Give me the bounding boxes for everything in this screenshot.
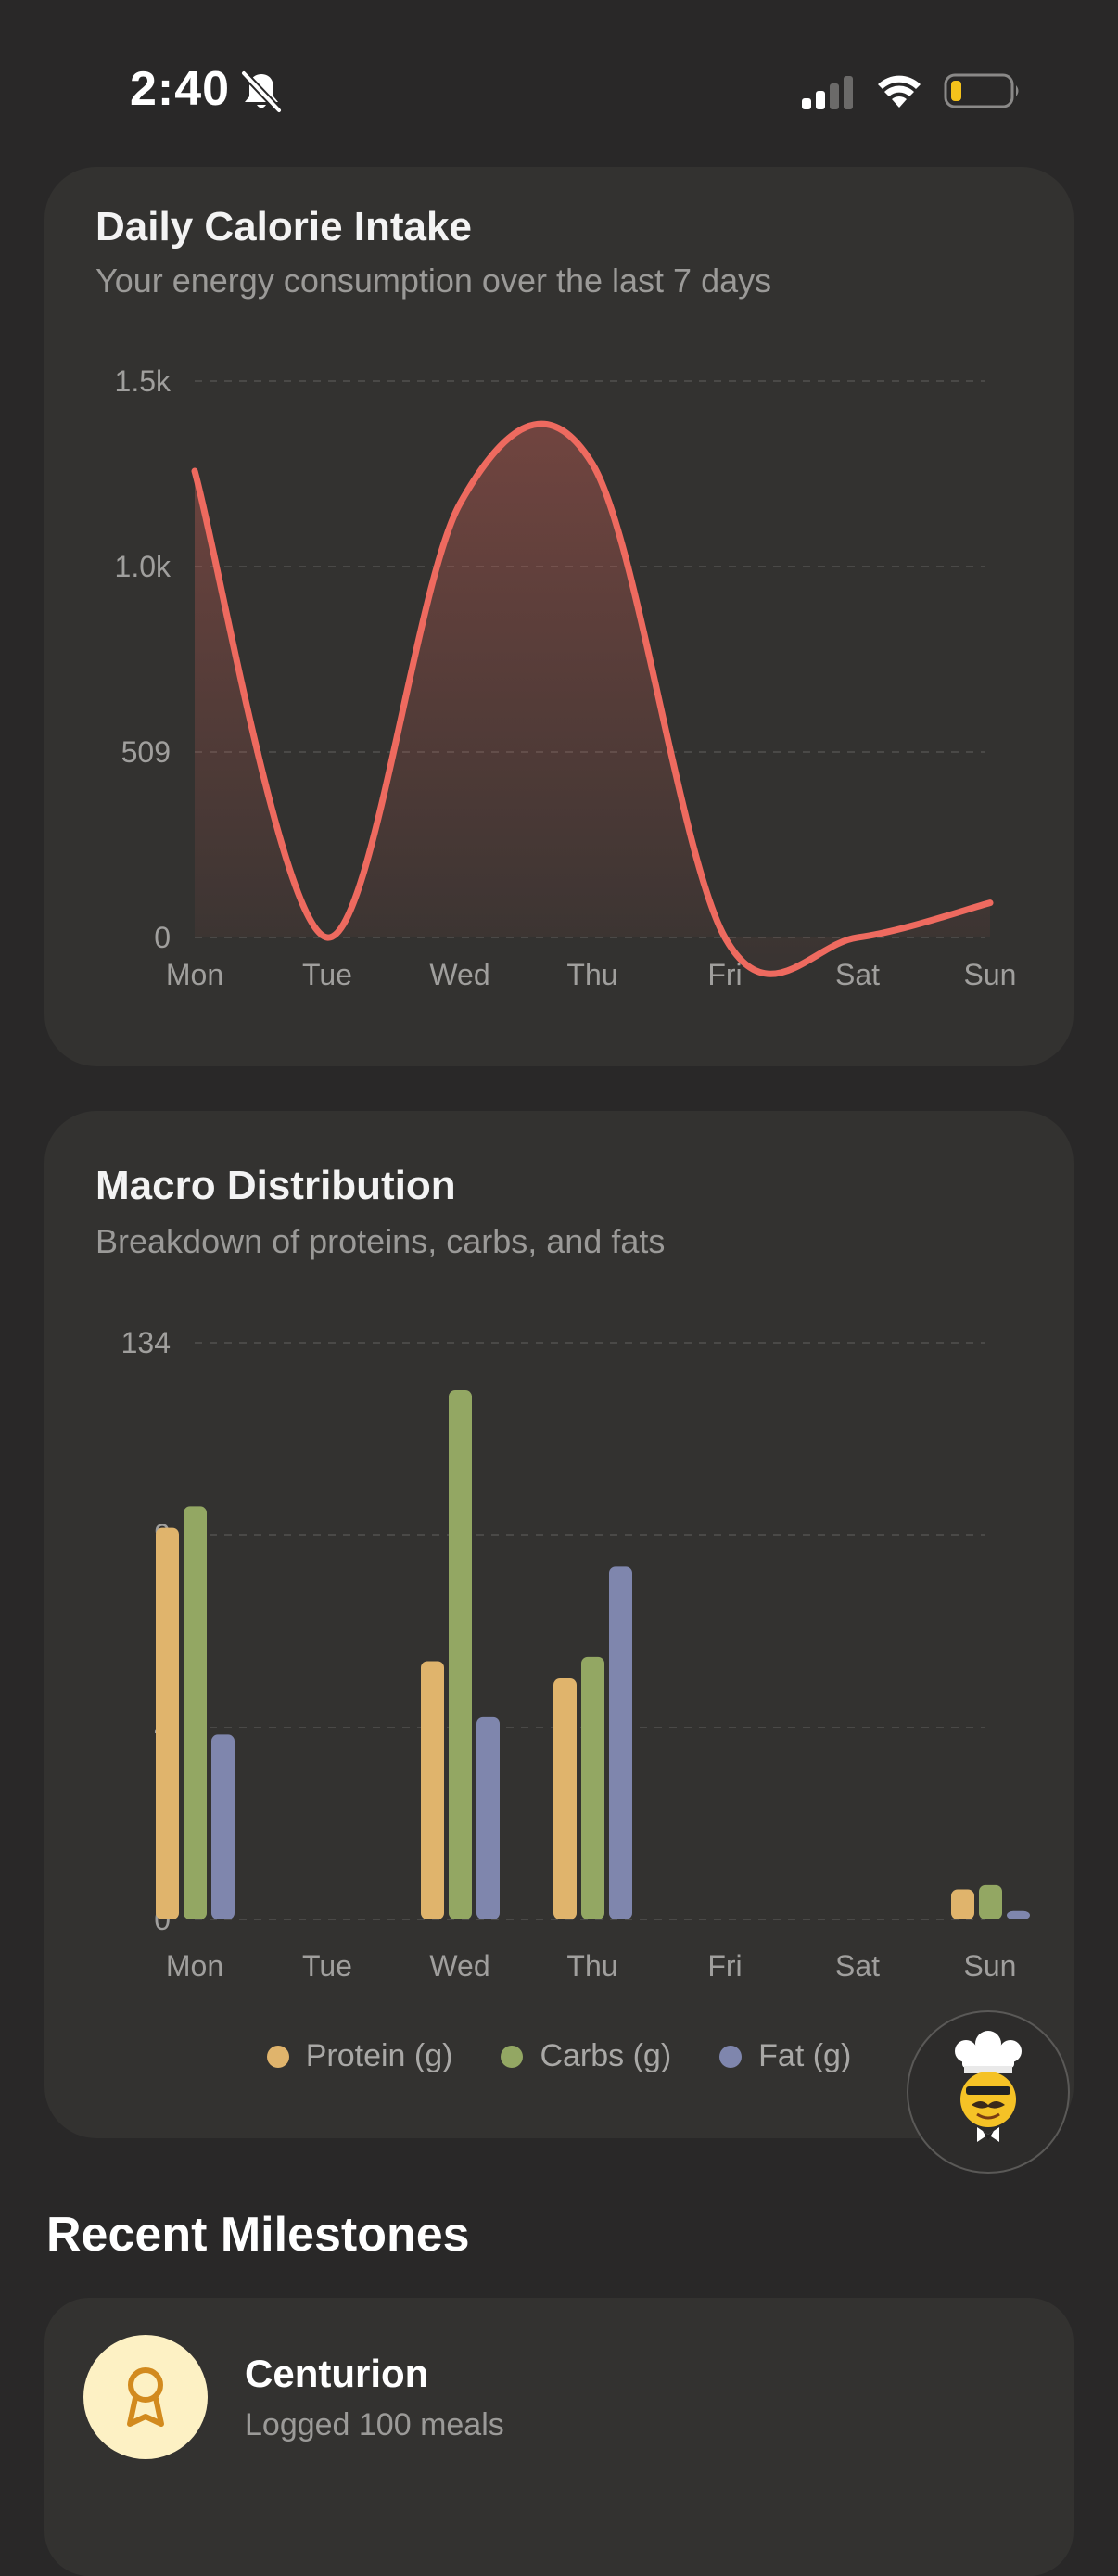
card-subtitle: Breakdown of proteins, carbs, and fats — [95, 1222, 666, 1260]
y-tick-label: 509 — [121, 735, 171, 769]
legend-item-protein: Protein (g) — [266, 2038, 453, 2074]
battery-low-icon — [944, 73, 1019, 108]
protein-bar — [421, 1661, 444, 1919]
carbs-bar — [184, 1506, 207, 1919]
section-title: Recent Milestones — [46, 2208, 470, 2262]
x-tick-label: Thu — [566, 958, 617, 991]
x-tick-label: Sun — [964, 1949, 1017, 1983]
status-time: 2:40 — [130, 62, 231, 116]
macro-card: Macro Distribution Breakdown of proteins… — [44, 1111, 1074, 2138]
legend-item-carbs: Carbs (g) — [501, 2038, 671, 2074]
x-tick-label: Wed — [429, 958, 489, 991]
y-tick-label: 1.0k — [115, 550, 172, 583]
milestone-description: Logged 100 meals — [245, 2407, 504, 2442]
chart-legend: Protein (g) Carbs (g) Fat (g) — [44, 2038, 1074, 2074]
chef-face-icon — [955, 2031, 1022, 2142]
carbs-bar — [979, 1884, 1002, 1919]
legend-item-fat: Fat (g) — [719, 2038, 851, 2074]
card-title: Daily Calorie Intake — [95, 204, 472, 249]
x-tick-label: Fri — [707, 958, 742, 991]
legend-label: Carbs (g) — [540, 2038, 672, 2073]
x-tick-label: Sun — [964, 958, 1017, 991]
card-title: Macro Distribution — [95, 1163, 456, 1208]
x-tick-label: Fri — [707, 1949, 742, 1983]
legend-label: Fat (g) — [758, 2038, 852, 2073]
x-tick-label: Sat — [835, 1949, 880, 1983]
x-tick-label: Wed — [429, 1949, 489, 1983]
macro-bar-chart: 049134MonTueWedThuFriSatSun — [121, 1326, 1030, 1983]
x-tick-label: Sat — [835, 958, 880, 991]
x-tick-label: Mon — [166, 958, 223, 991]
carbs-bar — [449, 1390, 472, 1919]
x-tick-label: Tue — [302, 1949, 352, 1983]
bell-slash-icon — [241, 70, 282, 113]
x-tick-label: Thu — [566, 1949, 617, 1983]
calorie-line — [191, 420, 994, 977]
fat-bar — [476, 1716, 500, 1919]
milestone-card[interactable]: Centurion Logged 100 meals — [44, 2298, 1074, 2576]
milestone-title: Centurion — [245, 2352, 429, 2395]
calorie-line-chart: 0 509 1.0k 1.5k Mon Tue Wed Thu Fri Sat Sun — [115, 364, 1017, 991]
protein-bar — [951, 1889, 974, 1919]
protein-bar — [156, 1527, 179, 1919]
fat-bar — [1007, 1910, 1030, 1919]
x-tick-label: Tue — [302, 958, 352, 991]
status-bar: 2:40 — [0, 0, 1118, 176]
x-tick-label: Mon — [166, 1949, 223, 1983]
award-ribbon-icon — [127, 2367, 164, 2427]
legend-dot — [719, 2045, 743, 2068]
cellular-signal-icon — [802, 76, 853, 109]
legend-dot — [266, 2045, 289, 2068]
y-tick-label: 134 — [121, 1326, 171, 1359]
fat-bar — [211, 1734, 235, 1919]
fat-bar — [609, 1566, 632, 1919]
legend-dot — [501, 2045, 524, 2068]
card-subtitle: Your energy consumption over the last 7 … — [95, 261, 772, 300]
protein-bar — [553, 1678, 577, 1919]
wifi-icon — [878, 75, 921, 108]
legend-label: Protein (g) — [305, 2038, 453, 2073]
y-tick-label: 1.5k — [115, 364, 172, 398]
milestone-badge — [83, 2335, 208, 2459]
calorie-card: Daily Calorie Intake Your energy consump… — [44, 167, 1074, 1066]
chef-assistant-button[interactable] — [907, 2010, 1070, 2174]
carbs-bar — [581, 1656, 604, 1919]
y-tick-label: 0 — [154, 921, 171, 954]
calorie-area — [195, 424, 990, 975]
